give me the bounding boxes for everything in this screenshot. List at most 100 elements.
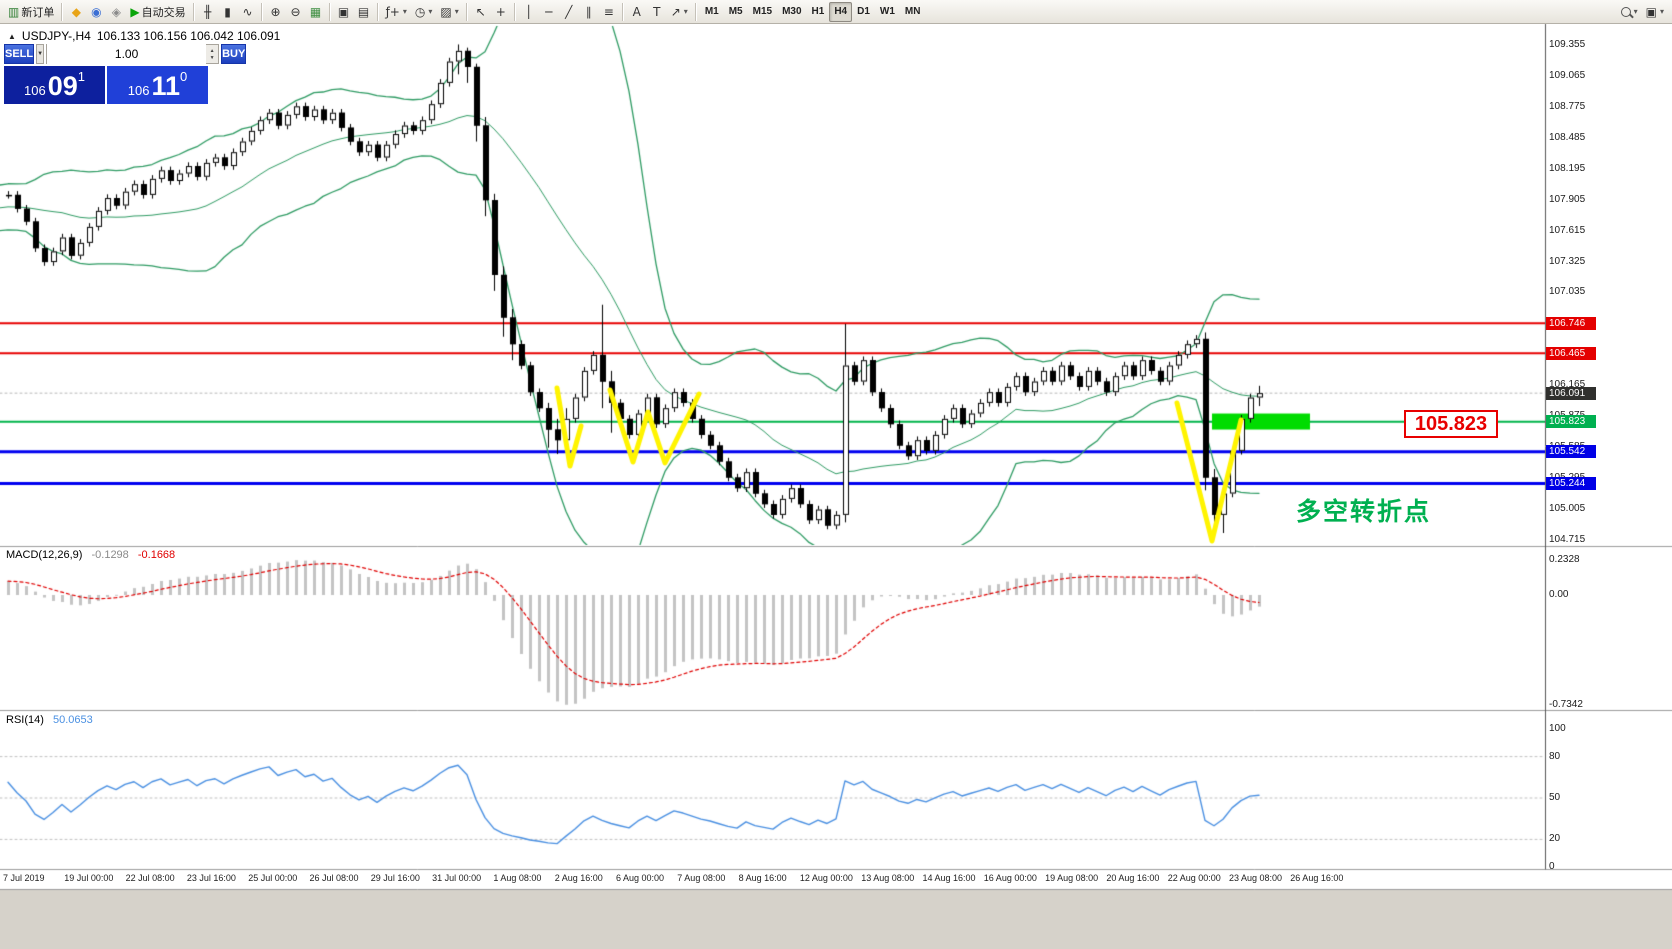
cursor-button[interactable]: ↖ [471,2,491,22]
timeframe-m15[interactable]: M15 [752,6,773,17]
timeframe-h1[interactable]: H1 [811,6,825,17]
sell-button[interactable]: SELL [4,44,35,64]
zoom-in-icon: ⊕ [270,4,281,19]
chevron-down-icon: ▼ [37,51,44,57]
symbol-search-button[interactable]: ▾ [1617,2,1642,22]
timeframe-m1[interactable]: M1 [704,6,719,17]
text-button[interactable]: A [627,2,647,22]
volume-field: ▲ ▼ [46,44,220,64]
fibonacci-button[interactable]: ≡ [599,2,619,22]
toolbar-separator [260,2,263,21]
channel-icon: ∥ [585,4,592,19]
arrow-tools-icon: ↗ [670,4,681,19]
cursor-icon: ↖ [475,4,486,19]
metaquotes-icon: ◆ [71,4,81,19]
zoom-out-button[interactable]: ⊖ [286,2,306,22]
spinner-up-icon[interactable]: ▲ [209,47,215,54]
metaquotes-button[interactable]: ◆ [66,2,86,22]
tile-windows-button[interactable]: ▣ [334,2,354,22]
trade-panel-prices: 106 09 1 106 11 0 [4,66,208,104]
autotrading-button[interactable]: ▶ 自动交易 [126,2,189,22]
trendline-icon: ╱ [565,4,573,19]
toolbar-separator [61,2,64,21]
timeframe-m30[interactable]: M30 [782,6,802,17]
vertical-line-button[interactable]: │ [519,2,539,22]
new-order-icon: ▥ [8,4,20,19]
autotrading-icon: ▶ [130,4,140,19]
text-label-icon: T [653,4,661,19]
timeframe-mn[interactable]: MN [904,6,921,17]
line-chart-button[interactable]: ∿ [238,2,258,22]
magnifier-icon [1620,6,1631,17]
toolbar-separator [513,2,516,21]
candlestick-chart-button[interactable]: ▮ [218,2,238,22]
timeframe-w1[interactable]: W1 [879,6,895,17]
toolbar-separator [621,2,624,21]
buy-price-sup: 0 [180,69,188,84]
spinner-down-icon[interactable]: ▼ [209,54,215,61]
window-list-icon: ▣ [1645,4,1657,19]
new-order-button[interactable]: ▥ 新订单 [4,2,58,22]
fibonacci-icon: ≡ [603,4,614,19]
vertical-line-icon: │ [525,4,533,19]
horizontal-line-icon: ─ [545,4,553,19]
buy-price-display[interactable]: 106 11 0 [107,66,208,104]
sell-price-big: 09 [47,71,78,102]
periods-icon: ◷ [414,4,426,19]
trendline-button[interactable]: ╱ [559,2,579,22]
toolbar-separator [328,2,331,21]
line-chart-icon: ∿ [242,4,253,19]
cascade-windows-button[interactable]: ▤ [354,2,374,22]
auto-arrange-icon: ▦ [309,4,322,19]
toolbar-separator [465,2,468,21]
arrow-tools-button[interactable]: ↗ ▾ [667,2,692,22]
channel-button[interactable]: ∥ [579,2,599,22]
chevron-down-icon: ▾ [428,7,433,16]
chevron-down-icon: ▾ [402,7,407,16]
order-type-dropdown[interactable]: ▼ [36,44,45,64]
toolbar-separator [376,2,379,21]
text-label-button[interactable]: T [647,2,667,22]
bar-chart-button[interactable]: ╫ [198,2,218,22]
sell-price-display[interactable]: 106 09 1 [4,66,105,104]
chevron-down-icon: ▾ [1659,7,1664,16]
auto-arrange-button[interactable]: ▦ [306,2,326,22]
crosshair-button[interactable]: + [491,2,511,22]
market-watch-icon: ◉ [91,4,102,19]
zoom-in-button[interactable]: ⊕ [266,2,286,22]
horizontal-line-button[interactable]: ─ [539,2,559,22]
market-watch-button[interactable]: ◉ [86,2,106,22]
indicators-button[interactable]: ƒ+ ▾ [382,2,411,22]
timeframe-d1[interactable]: D1 [857,6,870,17]
candlestick-chart-icon: ▮ [224,4,231,19]
timeframe-m5[interactable]: M5 [728,6,743,17]
bar-chart-icon: ╫ [203,4,212,19]
autotrading-button-label: 自动交易 [141,6,186,19]
toolbar-separator [694,2,697,21]
chevron-down-icon: ▾ [1633,7,1638,16]
window-list-button[interactable]: ▣ ▾ [1642,2,1668,22]
templates-icon: ▨ [440,4,452,19]
templates-button[interactable]: ▨ ▾ [436,2,462,22]
new-order-button-label: 新订单 [21,6,55,19]
volume-input[interactable] [47,44,207,64]
buy-button[interactable]: BUY [221,44,247,64]
cascade-windows-icon: ▤ [357,4,370,19]
trade-panel-controls: SELL ▼ ▲ ▼ BUY [4,44,247,64]
toolbar-separator [192,2,195,21]
main-toolbar: ▥ 新订单 ◆ ◉ ◈ ▶ 自动交易 ╫ ▮ ∿ ⊕ ⊖ ▦ ▣ ▤ ƒ+ ▾ ◷ ▾ ▨ ▾ ↖ + │ ─ ╱ ∥ ≡ A T ↗ ▾ M1… [0,0,1672,24]
data-window-button[interactable]: ◈ [106,2,126,22]
buy-price-big: 11 [151,71,180,102]
zoom-out-icon: ⊖ [290,4,301,19]
periods-button[interactable]: ◷ ▾ [411,2,437,22]
sell-price-sup: 1 [77,69,85,84]
tile-windows-icon: ▣ [337,4,350,19]
buy-price-prefix: 106 [127,82,150,98]
text-icon: A [632,4,641,19]
volume-spinner[interactable]: ▲ ▼ [206,45,219,63]
timeframe-h4[interactable]: H4 [829,1,853,22]
chevron-down-icon: ▾ [454,7,459,16]
one-click-trading-panel: SELL ▼ ▲ ▼ BUY 106 09 1 106 11 0 [4,44,247,104]
